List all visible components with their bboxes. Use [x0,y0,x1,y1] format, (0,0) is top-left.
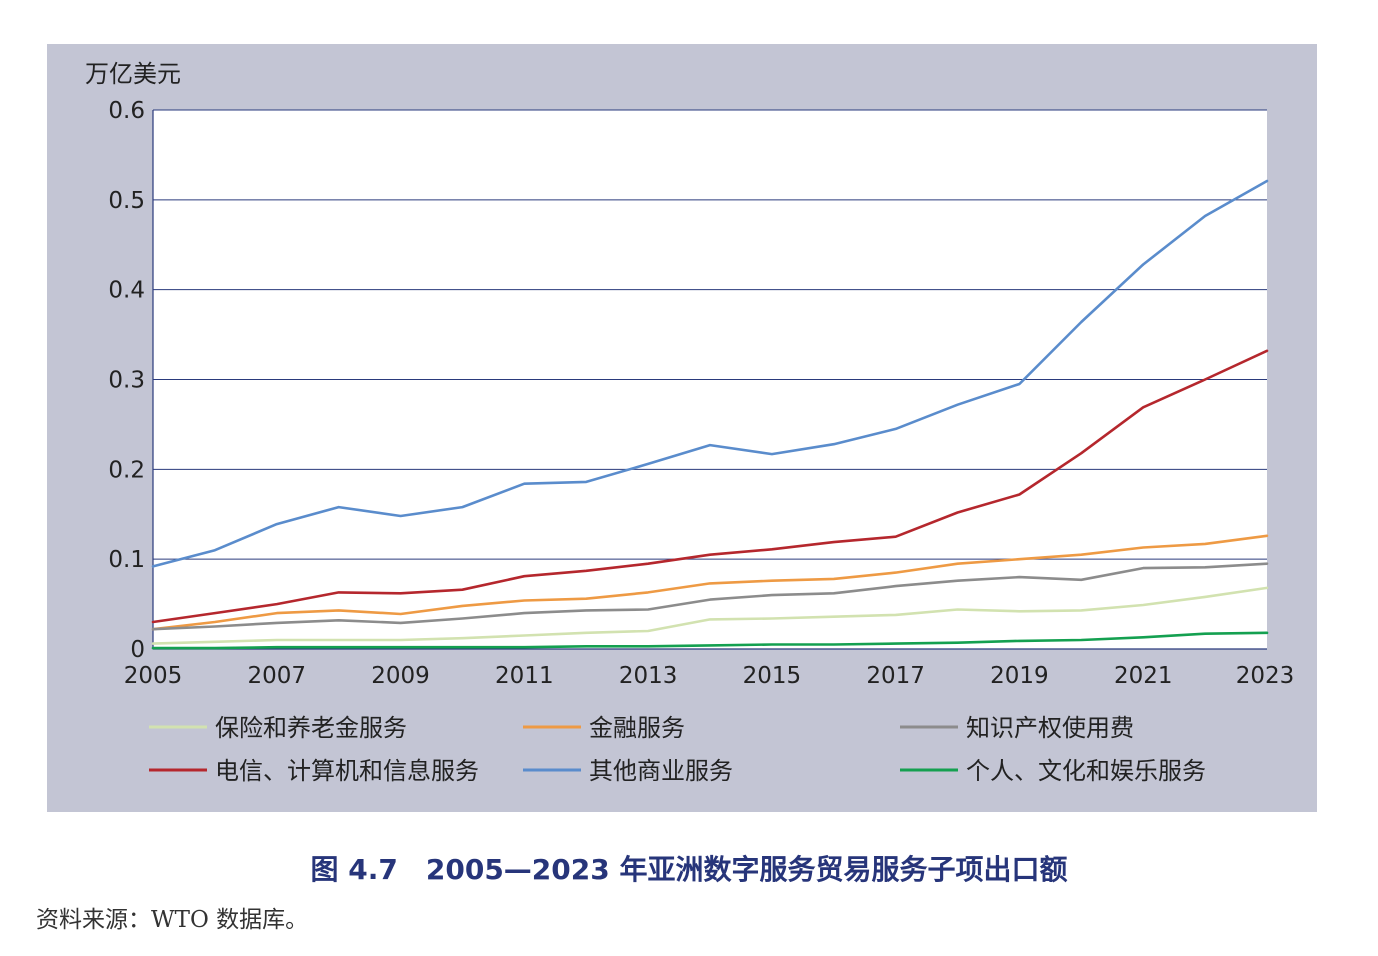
figure-caption: 图 4.7 2005—2023 年亚洲数字服务贸易服务子项出口额 [310,853,1068,886]
x-tick-labels: 2005 2007 2009 2011 2013 2015 2017 2019 2021 2023 [124,663,1295,689]
y-axis-unit-label: 万亿美元 [85,60,181,88]
legend-label: 知识产权使用费 [966,714,1134,742]
y-tick-label: 0.6 [108,98,145,124]
series-lines [151,179,1269,650]
series-line-1 [151,586,1269,645]
series-line-5 [151,179,1269,568]
legend-label: 保险和养老金服务 [215,714,407,742]
series-line-4 [151,349,1269,624]
x-tick-label: 2011 [495,663,554,689]
series-line-3 [151,562,1269,631]
legend-label: 其他商业服务 [589,757,733,785]
grid-lines [152,109,1267,650]
x-tick-label: 2019 [990,663,1049,689]
x-tick-label: 2017 [866,663,925,689]
x-tick-label: 2007 [248,663,307,689]
y-tick-label: 0.2 [108,457,145,483]
series-line-2 [151,534,1269,631]
x-tick-label: 2015 [743,663,802,689]
legend-label: 金融服务 [589,714,685,742]
legend-label: 电信、计算机和信息服务 [215,757,479,785]
y-tick-label: 0.4 [108,278,145,304]
y-tick-label: 0.3 [108,368,145,394]
line-chart: 万亿美元 0 0.1 0.2 0.3 0.4 0.5 0.6 2005 2007 2009 201… [85,60,1295,785]
legend-label: 个人、文化和娱乐服务 [966,757,1206,785]
y-tick-label: 0.1 [108,547,145,573]
y-tick-labels: 0 0.1 0.2 0.3 0.4 0.5 0.6 [108,98,145,663]
x-tick-label: 2021 [1114,663,1173,689]
x-tick-label: 2009 [371,663,430,689]
y-tick-label: 0.5 [108,188,145,214]
y-tick-label: 0 [130,637,145,663]
source-note: 资料来源：WTO 数据库。 [36,907,309,933]
series-line-6 [151,631,1269,650]
chart-panel: 万亿美元 0 0.1 0.2 0.3 0.4 0.5 0.6 2005 2007 2009 201… [47,44,1317,812]
x-tick-label: 2023 [1236,663,1295,689]
x-tick-label: 2013 [619,663,678,689]
x-tick-label: 2005 [124,663,183,689]
